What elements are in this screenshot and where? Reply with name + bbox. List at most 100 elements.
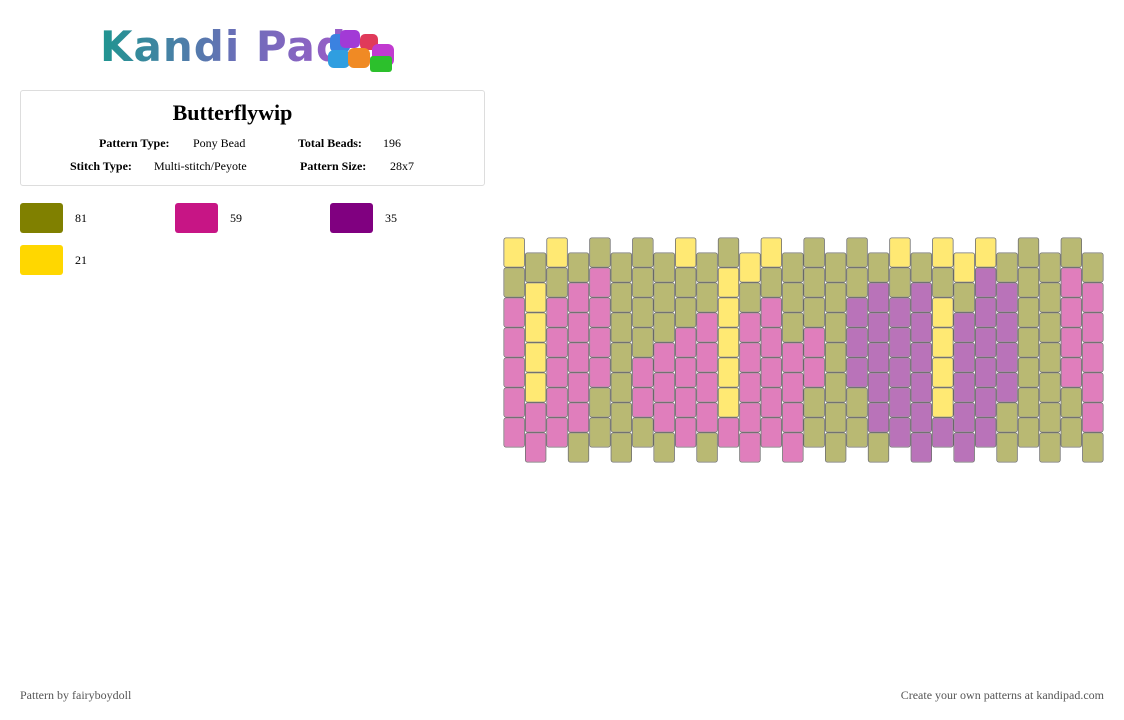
bead-shine <box>1061 238 1082 267</box>
bead-shine <box>1018 298 1039 327</box>
bead-shine <box>632 418 653 447</box>
bead-shine <box>975 238 996 267</box>
bead-shine <box>696 373 718 402</box>
bead-shine <box>504 388 525 417</box>
bead-shine <box>589 388 611 417</box>
bead <box>653 372 675 403</box>
bead <box>1060 357 1082 388</box>
bead <box>760 237 782 268</box>
bead <box>1017 237 1040 268</box>
bead-shine <box>546 298 568 327</box>
bead-shine <box>611 283 632 312</box>
bead-shine <box>868 433 889 462</box>
bead-shine <box>1018 358 1039 387</box>
site-link[interactable]: Create your own patterns at kandipad.com <box>900 688 1104 702</box>
bead-shine <box>825 433 846 462</box>
bead <box>803 357 825 388</box>
bead-shine <box>568 343 589 372</box>
bead <box>567 252 590 283</box>
bead-shine <box>932 328 953 357</box>
bead-shine <box>696 283 718 312</box>
bead <box>1082 372 1104 403</box>
bead-shine <box>696 403 718 432</box>
bead <box>675 357 697 388</box>
bead-shine <box>589 358 611 387</box>
bead <box>975 357 997 388</box>
bead <box>739 402 761 433</box>
color-swatch <box>175 203 218 233</box>
bead <box>889 237 911 268</box>
color-swatch <box>20 245 63 275</box>
bead <box>696 252 718 283</box>
bead <box>525 372 547 403</box>
bead <box>525 282 547 313</box>
bead-shine <box>718 418 739 447</box>
bead-shine <box>611 253 632 282</box>
bead-shine <box>675 328 696 357</box>
bead <box>717 357 740 388</box>
bead <box>632 267 654 298</box>
bead-shine <box>611 343 632 372</box>
bead-shine <box>782 283 803 312</box>
bead <box>525 432 547 463</box>
bead-shine <box>1061 358 1082 387</box>
bead <box>717 297 740 328</box>
bead-shine <box>996 343 1018 372</box>
bead <box>825 402 847 433</box>
bead <box>932 357 954 388</box>
bead <box>996 282 1018 313</box>
bead-shine <box>675 388 696 417</box>
bead <box>803 327 825 358</box>
bead <box>910 312 932 343</box>
bead <box>503 267 525 298</box>
bead <box>567 402 590 433</box>
bead <box>653 402 675 433</box>
bead-shine <box>1039 373 1061 402</box>
bead-shine <box>696 433 718 462</box>
bead-shine <box>804 328 825 357</box>
bead <box>1017 297 1040 328</box>
bead-shine <box>1082 373 1103 402</box>
bead-shine <box>1082 253 1103 282</box>
bead-shine <box>589 328 611 357</box>
bead-shine <box>761 238 782 267</box>
bead-shine <box>675 358 696 387</box>
bead-shine <box>654 343 675 372</box>
bead <box>1017 267 1040 298</box>
bead-shine <box>675 238 696 267</box>
bead <box>996 312 1018 343</box>
bead-shine <box>889 388 911 417</box>
bead-shine <box>568 313 589 342</box>
bead-shine <box>654 373 675 402</box>
bead <box>996 432 1018 463</box>
bead-shine <box>1039 313 1061 342</box>
bead-shine <box>911 313 932 342</box>
bead <box>1082 252 1104 283</box>
bead-shine <box>739 433 761 462</box>
bead <box>867 282 890 313</box>
bead <box>760 387 782 418</box>
bead-shine <box>975 298 996 327</box>
bead <box>932 327 954 358</box>
bead-shine <box>1018 388 1039 417</box>
bead <box>996 402 1018 433</box>
bead-shine <box>911 283 932 312</box>
bead <box>610 432 632 463</box>
bead <box>889 267 911 298</box>
bead <box>546 237 568 268</box>
bead <box>653 342 675 373</box>
bead <box>867 402 890 433</box>
bead <box>653 252 675 283</box>
color-swatch <box>330 203 373 233</box>
bead <box>953 312 975 343</box>
bead-shine <box>889 238 911 267</box>
bead-shine <box>846 328 868 357</box>
bead-shine <box>718 388 739 417</box>
bead-shine <box>825 343 846 372</box>
bead <box>1082 432 1104 463</box>
bead <box>696 402 718 433</box>
bead <box>825 342 847 373</box>
bead-shine <box>932 268 953 297</box>
bead <box>632 357 654 388</box>
